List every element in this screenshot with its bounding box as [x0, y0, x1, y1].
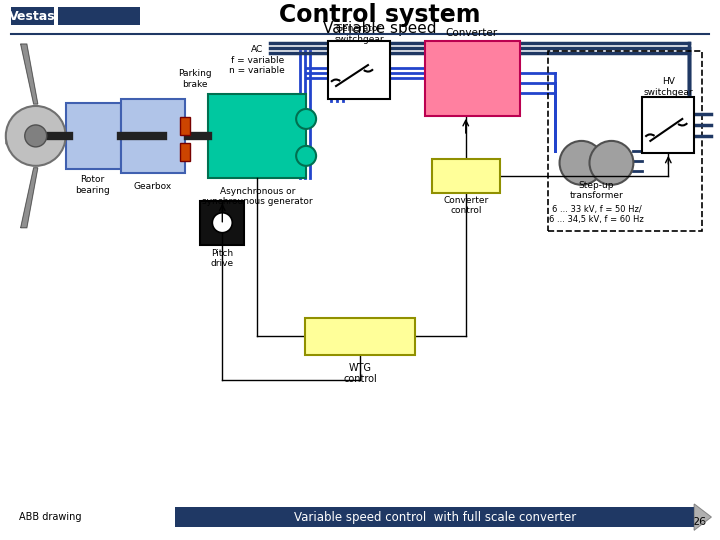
- Text: ABB drawing: ABB drawing: [19, 512, 81, 522]
- Text: Vestas: Vestas: [9, 10, 56, 23]
- Polygon shape: [21, 44, 37, 104]
- Bar: [11, 7, 140, 25]
- Text: Variable speed: Variable speed: [323, 21, 437, 36]
- Bar: [181, 117, 190, 135]
- Circle shape: [296, 109, 316, 129]
- Polygon shape: [694, 504, 711, 530]
- Bar: [54, 7, 58, 25]
- Bar: [548, 51, 702, 231]
- Text: Rotor
bearing: Rotor bearing: [75, 175, 110, 194]
- Bar: [642, 97, 694, 153]
- Bar: [328, 41, 390, 99]
- Text: Converter: Converter: [446, 28, 498, 38]
- Bar: [176, 507, 694, 527]
- Polygon shape: [21, 168, 37, 228]
- Bar: [305, 318, 415, 355]
- Bar: [425, 41, 520, 116]
- Circle shape: [6, 106, 66, 166]
- Bar: [200, 201, 244, 245]
- Bar: [120, 99, 185, 173]
- Text: Asynchronous or
synchrounous generator: Asynchronous or synchrounous generator: [202, 187, 312, 206]
- Text: Pitch
drive: Pitch drive: [211, 249, 234, 268]
- Text: Control system: Control system: [279, 3, 481, 27]
- Text: WTG
control: WTG control: [343, 362, 377, 384]
- Circle shape: [212, 213, 233, 233]
- Text: 26: 26: [692, 517, 706, 527]
- Text: Parking
brake: Parking brake: [179, 69, 212, 89]
- Text: AC
f = variable
n = variable: AC f = variable n = variable: [230, 45, 285, 75]
- Text: Gearbox: Gearbox: [133, 183, 171, 191]
- Text: Generator
switchgear: Generator switchgear: [334, 24, 384, 44]
- Text: 6 ... 33 kV, f = 50 Hz/
6 ... 34,5 kV, f = 60 Hz: 6 ... 33 kV, f = 50 Hz/ 6 ... 34,5 kV, f…: [549, 205, 644, 225]
- Text: Variable speed control  with full scale converter: Variable speed control with full scale c…: [294, 510, 576, 524]
- Bar: [208, 94, 306, 178]
- Polygon shape: [6, 134, 36, 144]
- Circle shape: [590, 141, 634, 185]
- Bar: [181, 143, 190, 161]
- Circle shape: [559, 141, 603, 185]
- Circle shape: [24, 125, 47, 147]
- Text: Step-up
transformer: Step-up transformer: [570, 181, 624, 200]
- Text: Converter
control: Converter control: [443, 196, 488, 215]
- Text: HV
switchgear: HV switchgear: [644, 77, 693, 97]
- Bar: [432, 159, 500, 193]
- Circle shape: [296, 146, 316, 166]
- Bar: [66, 103, 120, 169]
